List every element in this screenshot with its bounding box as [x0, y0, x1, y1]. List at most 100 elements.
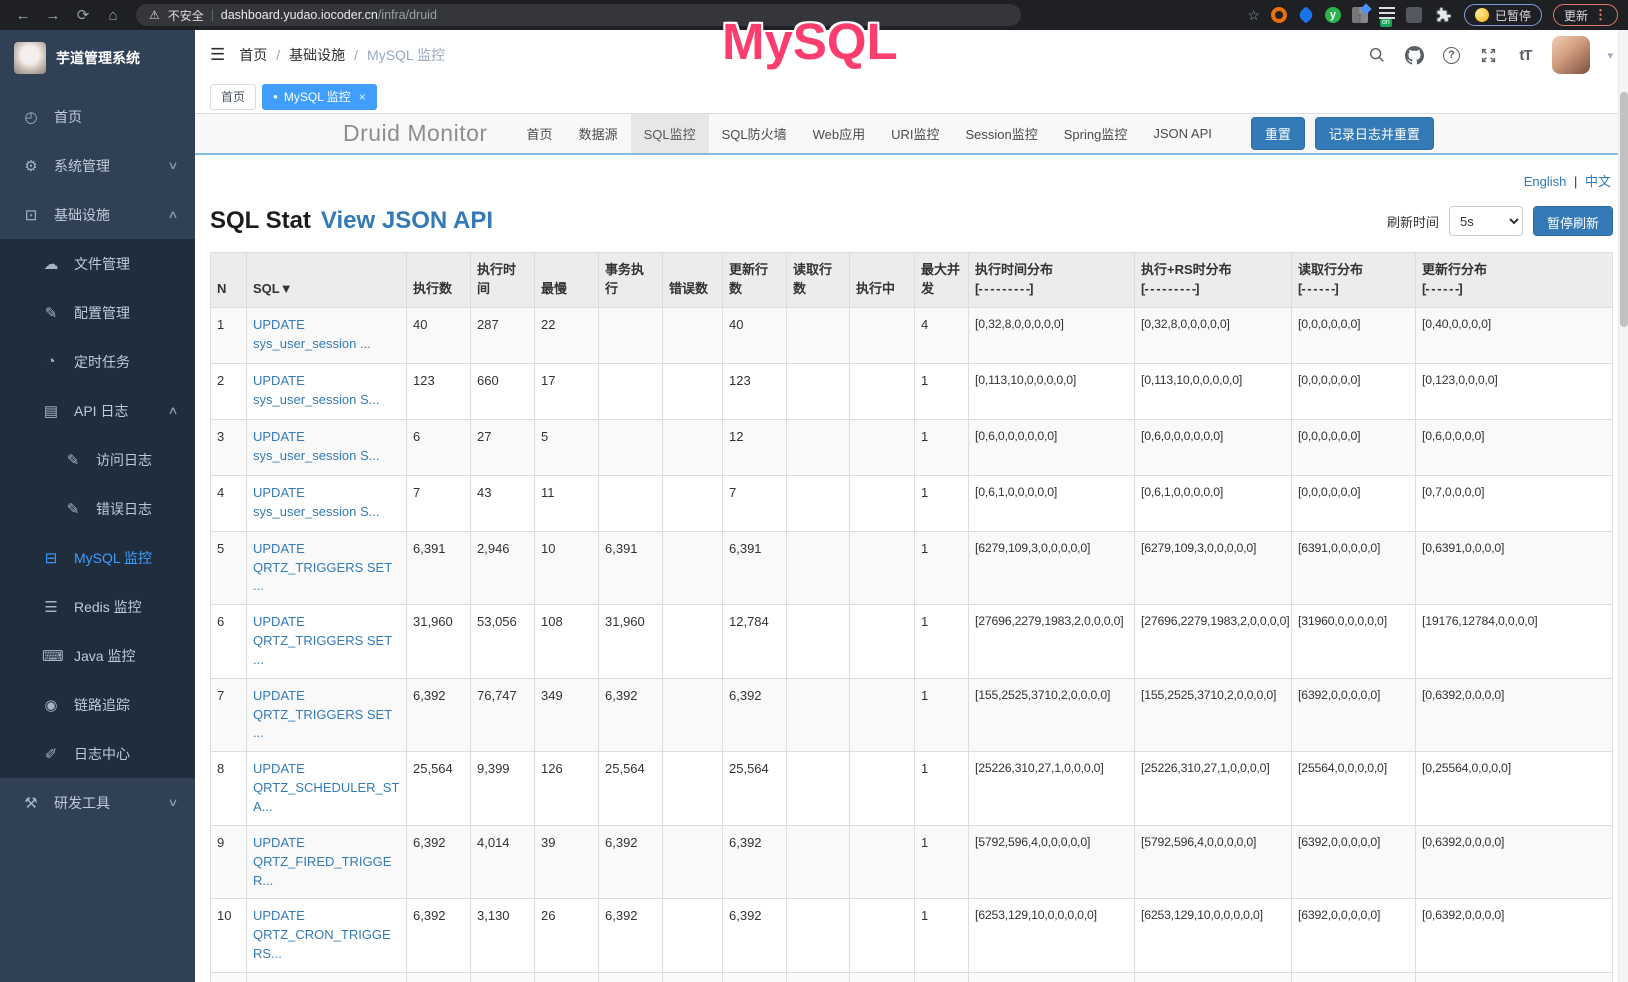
column-header-执行时间分布[interactable]: 执行时间分布 [- - - - - - - - -]: [968, 252, 1135, 308]
reload-icon[interactable]: ⟳: [76, 7, 90, 24]
column-header-读取行数[interactable]: 读取行数: [786, 252, 850, 308]
druid-nav-sql监控[interactable]: SQL监控: [630, 114, 709, 153]
log-and-reset-button[interactable]: 记录日志并重置: [1314, 117, 1434, 150]
sidebar-item-java-监控[interactable]: ⌨ Java 监控: [0, 631, 195, 680]
sidebar-item-系统管理[interactable]: ⚙ 系统管理 ∨: [0, 141, 195, 190]
address-bar[interactable]: ⚠ 不安全 dashboard.yudao.iocoder.cn/infra/d…: [136, 4, 1021, 26]
sql-link[interactable]: UPDATE sys_user_session S...: [253, 484, 380, 519]
sql-link[interactable]: UPDATE sys_user_session S...: [253, 428, 380, 463]
sidebar-item-链路追踪[interactable]: ◉ 链路追踪: [0, 680, 195, 729]
druid-brand[interactable]: Druid Monitor: [343, 120, 488, 146]
sidebar-item-文件管理[interactable]: ☁ 文件管理: [0, 239, 195, 288]
extension-icon-list[interactable]: on: [1378, 7, 1395, 27]
column-header-n[interactable]: N: [210, 252, 247, 308]
sql-link[interactable]: UPDATE QRTZ_TRIGGERS SET ...: [253, 687, 392, 741]
druid-nav-sql防火墙[interactable]: SQL防火墙: [721, 127, 787, 142]
home-icon[interactable]: ⌂: [108, 6, 118, 24]
close-tab-icon[interactable]: ×: [358, 89, 366, 104]
app-logo-row[interactable]: 芋道管理系统: [0, 30, 195, 86]
druid-nav-uri监控[interactable]: URI监控: [891, 127, 940, 142]
extension-on-badge: on: [1379, 19, 1392, 27]
table-cell: 6,392: [722, 677, 787, 753]
sql-link[interactable]: UPDATE QRTZ_SCHEDULER_STA...: [253, 761, 400, 814]
more-menu-icon[interactable]: ⋮: [1594, 7, 1607, 22]
pause-refresh-button[interactable]: 暂停刷新: [1532, 206, 1613, 236]
table-cell: [27696,2279,1983,2,0,0,0,0]: [968, 604, 1135, 679]
table-cell: 6,392: [598, 677, 663, 753]
back-icon[interactable]: ←: [15, 6, 31, 24]
column-header-最大并发[interactable]: 最大并发: [914, 252, 969, 308]
sidebar-item-mysql-监控[interactable]: ⊟ MySQL 监控: [0, 533, 195, 582]
sql-link[interactable]: UPDATE QRTZ_CRON_TRIGGERS...: [253, 908, 391, 962]
sidebar-item-定时任务[interactable]: ◔ 定时任务: [0, 337, 195, 386]
fullscreen-icon[interactable]: [1478, 45, 1498, 65]
sidebar-item-redis-监控[interactable]: ☰ Redis 监控: [0, 582, 195, 631]
menu-fold-icon[interactable]: ☰: [210, 45, 226, 64]
column-header-更新行数[interactable]: 更新行数: [722, 252, 787, 308]
sidebar-item-api-日志[interactable]: ▤ API 日志 ∧: [0, 386, 195, 435]
column-header-最慢[interactable]: 最慢: [534, 252, 599, 308]
druid-nav-spring监控[interactable]: Spring监控: [1063, 127, 1128, 142]
java-monitor-icon: ⌨: [42, 647, 64, 665]
reset-button[interactable]: 重置: [1250, 117, 1305, 150]
table-cell: [6279,109,3,0,0,0,0,0]: [968, 530, 1135, 606]
extension-icon-blue-kite[interactable]: [1297, 6, 1315, 24]
url-text[interactable]: dashboard.yudao.iocoder.cn/infra/druid: [221, 8, 437, 22]
forward-icon[interactable]: →: [45, 6, 61, 24]
sidebar-item-错误日志[interactable]: ✎ 错误日志: [0, 484, 195, 533]
window-scrollbar[interactable]: [1618, 30, 1628, 982]
refresh-interval-select[interactable]: 5s: [1448, 206, 1523, 236]
lang-chinese-link[interactable]: 中文: [1584, 174, 1611, 189]
sql-link[interactable]: UPDATE QRTZ_TRIGGERS SET ...: [253, 540, 392, 594]
druid-nav-web应用[interactable]: Web应用: [812, 127, 866, 142]
sql-link[interactable]: UPDATE QRTZ_TRIGGERS SET ...: [253, 614, 392, 667]
breadcrumb-item[interactable]: 基础设施: [289, 47, 346, 63]
table-cell: 1: [914, 362, 969, 420]
table-cell: [598, 306, 663, 364]
extension-icon-green-y[interactable]: y: [1324, 7, 1341, 23]
extension-icon-orange-ring[interactable]: [1270, 7, 1287, 23]
druid-nav-session监控[interactable]: Session监控: [965, 127, 1038, 142]
druid-nav-数据源[interactable]: 数据源: [578, 127, 618, 142]
column-header-读取行分布[interactable]: 读取行分布 [- - - - - -]: [1291, 252, 1416, 308]
column-header-事务执行[interactable]: 事务执行: [598, 252, 663, 308]
github-icon[interactable]: [1404, 45, 1424, 65]
sql-link[interactable]: UPDATE sys_user_session S...: [253, 372, 380, 407]
column-header-更新行分布[interactable]: 更新行分布 [- - - - - -]: [1415, 252, 1613, 308]
search-icon[interactable]: [1367, 45, 1387, 65]
not-secure-label[interactable]: 不安全: [167, 8, 204, 23]
extension-icon-grid[interactable]: [1351, 7, 1368, 23]
view-json-api-link[interactable]: View JSON API: [320, 207, 493, 234]
lang-english-link[interactable]: English: [1523, 174, 1567, 189]
sidebar-item-基础设施[interactable]: ⊡ 基础设施 ∧: [0, 190, 195, 239]
column-header-执行时间[interactable]: 执行时间: [470, 252, 535, 308]
extension-icon-gray[interactable]: [1405, 7, 1422, 23]
font-size-icon[interactable]: tT: [1519, 46, 1532, 64]
sidebar-item-首页[interactable]: ◴ 首页: [0, 92, 195, 141]
extensions-puzzle-icon[interactable]: [1433, 5, 1453, 25]
column-header-sql[interactable]: SQL▼: [246, 252, 407, 308]
column-header-执行数[interactable]: 执行数: [406, 252, 471, 308]
sidebar-item-配置管理[interactable]: ✎ 配置管理: [0, 288, 195, 337]
help-icon[interactable]: ?: [1441, 45, 1461, 65]
scrollbar-thumb[interactable]: [1620, 92, 1628, 327]
druid-nav-json-api[interactable]: JSON API: [1153, 126, 1212, 141]
avatar-caret-down-icon[interactable]: ▾: [1607, 49, 1613, 62]
tab-mysql-监控[interactable]: ● MySQL 监控 ×: [262, 83, 377, 110]
sql-link[interactable]: UPDATE sys_user_session ...: [253, 316, 371, 351]
sidebar-item-访问日志[interactable]: ✎ 访问日志: [0, 435, 195, 484]
column-header-label: 执行数: [413, 280, 453, 296]
column-header-错误数[interactable]: 错误数: [662, 252, 723, 308]
column-header-执行+rs时分布[interactable]: 执行+RS时分布 [- - - - - - - - -]: [1134, 252, 1292, 308]
sidebar-item-日志中心[interactable]: ✐ 日志中心: [0, 729, 195, 778]
breadcrumb-item[interactable]: 首页: [239, 47, 268, 63]
sidebar-item-研发工具[interactable]: ⚒ 研发工具 ∨: [0, 778, 195, 827]
profile-paused-chip[interactable]: 已暂停: [1463, 4, 1542, 26]
tab-首页[interactable]: 首页: [210, 83, 257, 110]
column-header-执行中[interactable]: 执行中: [849, 252, 915, 308]
chrome-update-chip[interactable]: 更新 ⋮: [1552, 4, 1618, 26]
sql-link[interactable]: UPDATE QRTZ_FIRED_TRIGGER...: [253, 834, 392, 888]
user-avatar[interactable]: [1552, 36, 1591, 74]
bookmark-star-icon[interactable]: ☆: [1247, 6, 1260, 23]
druid-nav-首页[interactable]: 首页: [526, 127, 553, 142]
